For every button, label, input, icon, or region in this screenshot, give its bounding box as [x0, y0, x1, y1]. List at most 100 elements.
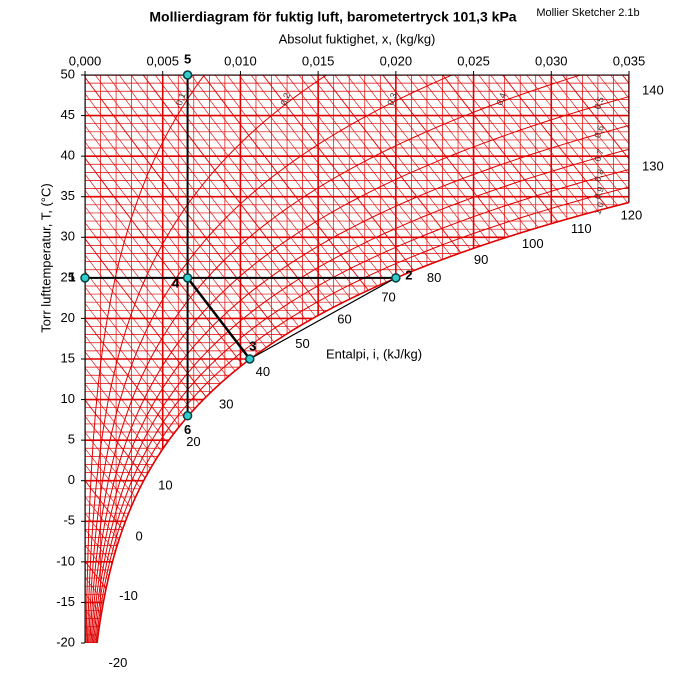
minor-enthalpy-line: [85, 383, 629, 643]
point-label: 6: [184, 422, 191, 437]
enthalpy-line: [85, 561, 629, 643]
minor-enthalpy-line: [85, 577, 629, 643]
enthalpy-label: 60: [337, 312, 351, 327]
enthalpy-label: 70: [381, 290, 395, 305]
x-tick-label: 0,015: [302, 53, 335, 68]
enthalpy-label: 100: [522, 236, 544, 251]
y-tick-label: 35: [61, 188, 75, 203]
rh-curve: [91, 75, 629, 643]
minor-enthalpy-line: [85, 609, 629, 643]
minor-enthalpy-line: [85, 75, 629, 281]
rh-label: 0,4: [494, 92, 508, 107]
minor-enthalpy-line: [85, 75, 629, 493]
point-label: 1: [68, 269, 75, 284]
enthalpy-label: -10: [119, 588, 138, 603]
point-label: 4: [172, 275, 180, 290]
y-tick-label: -5: [63, 513, 75, 528]
x-tick-label: 0,000: [69, 53, 102, 68]
rh-label: 0,5: [592, 95, 606, 110]
enthalpy-label: 0: [136, 529, 143, 544]
point-label: 3: [249, 338, 256, 353]
minor-enthalpy-line: [85, 75, 629, 220]
x-tick-label: 0,035: [613, 53, 646, 68]
y-tick-label: 5: [68, 432, 75, 447]
minor-enthalpy-line: [85, 109, 629, 643]
minor-enthalpy-line: [85, 75, 629, 643]
point-label: 2: [405, 267, 412, 282]
minor-enthalpy-line: [85, 190, 629, 643]
state-point: [182, 273, 193, 283]
y-tick-label: 25: [61, 269, 75, 284]
subtitle: Mollier Sketcher 2.1b: [536, 7, 639, 19]
y-tick-label: 20: [61, 310, 75, 325]
y-tick-label: 40: [61, 148, 75, 163]
enthalpy-label: 80: [427, 270, 441, 285]
minor-enthalpy-line: [85, 75, 629, 266]
enthalpy-label: 120: [621, 207, 643, 222]
minor-enthalpy-line: [85, 432, 629, 643]
minor-enthalpy-line: [85, 75, 629, 251]
y-tick-label: 45: [61, 107, 75, 122]
state-point: [391, 273, 401, 283]
state-point: [80, 273, 90, 283]
minor-enthalpy-line: [85, 75, 629, 205]
minor-enthalpy-line: [85, 75, 629, 643]
rh-curve: [85, 75, 205, 643]
y-tick-label: -15: [56, 594, 75, 609]
minor-enthalpy-line: [85, 75, 629, 643]
y-tick-label: 0: [68, 472, 75, 487]
point-label: 5: [184, 51, 191, 66]
x-tick-label: 0,025: [457, 53, 490, 68]
minor-enthalpy-line: [85, 75, 629, 190]
enthalpy-line: [85, 75, 629, 643]
rh-label: 0,7: [592, 148, 606, 163]
minor-enthalpy-line: [85, 625, 629, 643]
rh-curve: [89, 75, 581, 643]
y-tick-label: -10: [56, 553, 75, 568]
enthalpy-label: 140: [642, 83, 664, 98]
x-tick-label: 0,010: [224, 53, 257, 68]
minor-enthalpy-line: [85, 335, 629, 643]
minor-enthalpy-line: [85, 528, 629, 643]
enthalpy-label: 50: [295, 336, 309, 351]
enthalpy-line: [85, 75, 629, 614]
rh-curve: [92, 75, 629, 643]
enthalpy-line: [85, 641, 629, 643]
rh-curve: [94, 75, 629, 643]
x-tick-label: 0,005: [146, 53, 179, 68]
minor-enthalpy-line: [85, 75, 629, 478]
minor-enthalpy-line: [85, 593, 629, 643]
y-tick-label: -20: [56, 634, 75, 649]
y-axis-title: Torr lufttemperatur, T, (°C): [38, 183, 53, 332]
enthalpy-line: [85, 75, 629, 311]
rh-curve: [90, 75, 629, 643]
overlay: -20-100102030405060708090100110120130140…: [56, 51, 664, 669]
enthalpy-label: 90: [474, 252, 488, 267]
enthalpy-line: [85, 480, 629, 643]
enthalpy-label: 130: [642, 158, 664, 173]
process-line: [249, 277, 397, 360]
saturation-boundary: [96, 201, 630, 644]
x-axis-title: Absolut fuktighet, x, (kg/kg): [279, 31, 436, 46]
minor-enthalpy-line: [85, 141, 629, 643]
rh-label: 0,6: [592, 124, 606, 139]
rh-label: 1,0: [592, 201, 606, 216]
minor-enthalpy-line: [85, 464, 629, 643]
rh-label: 0,2: [278, 92, 292, 107]
y-tick-label: 50: [61, 66, 75, 81]
enthalpy-label: 110: [571, 221, 592, 236]
minor-enthalpy-line: [85, 303, 629, 643]
enthalpy-line: [85, 75, 629, 463]
enthalpy-line: [85, 238, 629, 643]
rh-label: 0,8: [592, 168, 606, 183]
y-tick-label: 15: [61, 350, 75, 365]
enthalpy-label: -20: [109, 655, 128, 670]
y-tick-label: 30: [61, 229, 75, 244]
enthalpy-line: [85, 75, 629, 236]
rh-curve: [95, 75, 629, 643]
x-tick-label: 0,030: [535, 53, 568, 68]
chart-title: Mollierdiagram för fuktig luft, baromete…: [149, 9, 516, 25]
enthalpy-title: Entalpi, i, (kJ/kg): [326, 346, 422, 361]
enthalpy-label: 10: [158, 478, 172, 493]
